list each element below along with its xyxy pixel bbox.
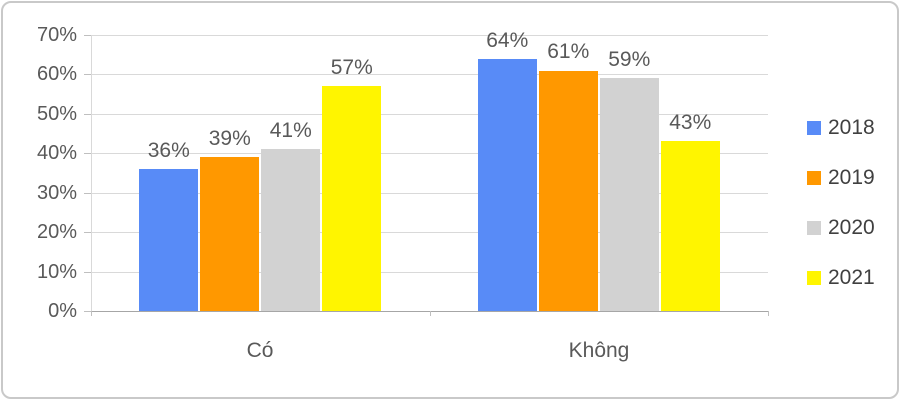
gridline-10 — [91, 271, 768, 273]
gridline-30 — [91, 192, 768, 194]
y-tick-label: 10% — [36, 260, 77, 283]
legend-label: 2019 — [828, 166, 875, 189]
y-tick — [84, 153, 91, 155]
bar-value-label: 39% — [208, 127, 251, 151]
y-tick-label: 30% — [36, 181, 77, 204]
y-tick-label: 0% — [48, 300, 77, 322]
legend-item-2018: 2018 — [807, 116, 875, 140]
bar-value-label: 61% — [547, 40, 590, 64]
legend-swatch-icon — [807, 121, 821, 135]
gridline-60 — [91, 74, 768, 76]
gridline-20 — [91, 232, 768, 234]
legend-item-2019: 2019 — [807, 166, 875, 190]
bar-2018-Có — [139, 169, 199, 311]
y-tick — [84, 74, 91, 76]
y-tick-label: 40% — [36, 142, 77, 165]
x-tick — [429, 311, 431, 316]
bar-value-label: 43% — [669, 111, 712, 135]
y-tick — [84, 232, 91, 234]
plot-area: 36% 39% 41% 57% 64% 61% 59% 43% — [84, 29, 769, 316]
legend-label: 2020 — [828, 216, 875, 239]
bar-2019-Có — [200, 157, 260, 311]
gridline-40 — [91, 153, 768, 155]
y-tick-label: 70% — [36, 24, 77, 46]
bar-value-label: 41% — [269, 119, 312, 143]
x-tick — [768, 311, 769, 316]
bar-value-label: 57% — [330, 56, 373, 80]
bar-2020-Có — [261, 149, 321, 311]
bar-value-label: 36% — [147, 139, 190, 163]
category-label-khong: Không — [568, 339, 630, 362]
y-tick — [84, 192, 91, 194]
legend-swatch-icon — [807, 171, 821, 185]
category-label-co: Có — [246, 339, 274, 362]
x-tick — [91, 311, 92, 316]
legend-item-2020: 2020 — [807, 216, 875, 240]
y-tick — [84, 311, 91, 312]
y-tick — [84, 35, 91, 36]
y-tick — [84, 113, 91, 115]
y-axis-line — [91, 35, 92, 311]
bar-2020-Không — [599, 78, 659, 311]
legend-swatch-icon — [807, 221, 821, 235]
bar-value-label: 64% — [486, 28, 529, 52]
gridline-50 — [91, 113, 768, 115]
legend-label: 2018 — [828, 116, 875, 139]
bar-2021-Có — [322, 86, 382, 311]
y-tick — [84, 271, 91, 273]
legend-label: 2021 — [828, 266, 875, 289]
bar-2021-Không — [660, 141, 720, 311]
bar-2019-Không — [538, 70, 598, 311]
y-tick-label: 50% — [36, 102, 77, 125]
legend: 2018 2019 2020 2021 — [807, 116, 875, 316]
bar-2018-Không — [477, 58, 537, 311]
gridline-70 — [91, 35, 768, 36]
bar-value-label: 59% — [608, 48, 651, 72]
legend-swatch-icon — [807, 271, 821, 285]
y-tick-label: 60% — [36, 63, 77, 86]
y-tick-label: 20% — [36, 221, 77, 244]
legend-item-2021: 2021 — [807, 266, 875, 290]
